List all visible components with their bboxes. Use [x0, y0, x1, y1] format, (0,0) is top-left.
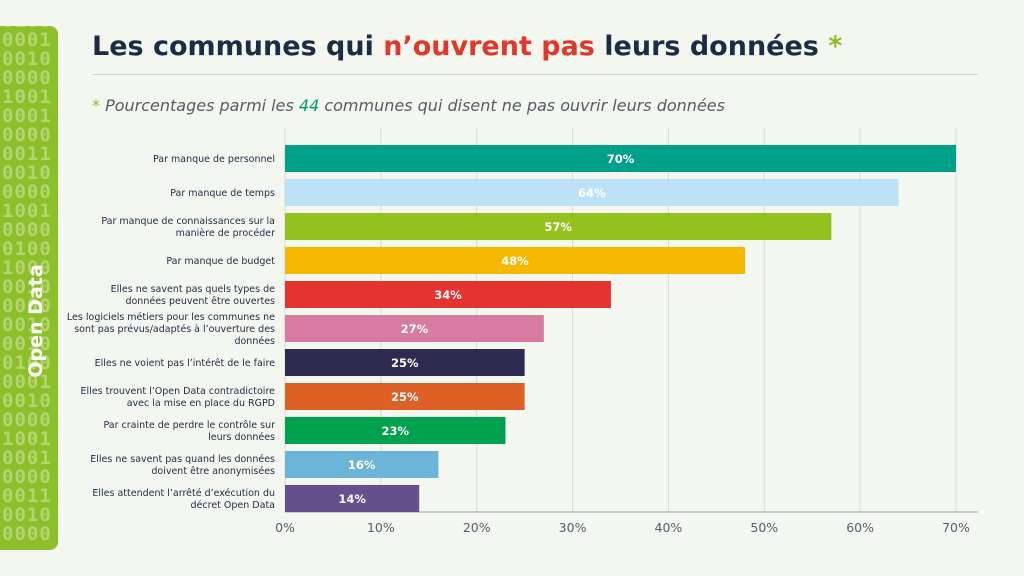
title-part2: leurs données — [594, 31, 829, 62]
x-tick-label: 30% — [559, 520, 587, 535]
data-label: 16% — [348, 458, 376, 472]
data-label: 23% — [381, 424, 409, 438]
category-label: Par manque de connaissances sur la — [101, 216, 275, 227]
bar — [285, 179, 899, 206]
category-label: doivent être anonymisées — [151, 466, 275, 477]
x-tick-label: 40% — [655, 520, 683, 535]
category-label: sont pas prévus/adaptés à l’ouverture de… — [74, 324, 275, 335]
x-tick-label: 20% — [463, 520, 491, 535]
data-label: 64% — [578, 186, 606, 200]
category-label: Elles ne voient pas l’intérêt de le fair… — [95, 358, 276, 369]
data-label: 34% — [434, 288, 462, 302]
category-label: avec la mise en place du RGPD — [127, 398, 275, 409]
data-label: 25% — [391, 356, 419, 370]
category-label: décret Open Data — [191, 500, 275, 511]
x-tick-label: 50% — [750, 520, 778, 535]
category-label: leurs données — [208, 432, 275, 443]
x-tick-label: 10% — [367, 520, 395, 535]
category-label: manière de procéder — [176, 228, 276, 239]
data-label: 48% — [501, 254, 529, 268]
category-label: Par manque de personnel — [153, 154, 275, 165]
category-label: Par manque de temps — [170, 188, 275, 199]
category-label: Par manque de budget — [166, 256, 275, 267]
data-label: 70% — [607, 152, 635, 166]
bar — [285, 247, 746, 274]
bar — [285, 281, 611, 308]
subtitle-part2: communes qui disent ne pas ouvrir leurs … — [319, 96, 725, 115]
title-asterisk: * — [828, 31, 843, 62]
subtitle-part1: Pourcentages parmi les — [100, 96, 299, 115]
data-label: 27% — [401, 322, 429, 336]
subtitle: * Pourcentages parmi les 44 communes qui… — [92, 96, 725, 115]
bar — [285, 349, 525, 376]
bar — [285, 213, 832, 240]
category-label: Elles ne savent pas quand les données — [90, 454, 275, 465]
category-label: Par crainte de perdre le contrôle sur — [103, 420, 275, 431]
bar — [285, 145, 956, 172]
subtitle-asterisk: * — [92, 96, 100, 115]
category-label: Elles trouvent l’Open Data contradictoir… — [81, 386, 276, 397]
title-divider — [92, 74, 978, 75]
x-tick-label: 70% — [942, 520, 970, 535]
title-highlight: n’ouvrent pas — [383, 31, 595, 62]
category-label: données — [234, 336, 275, 347]
title-part1: Les communes qui — [92, 31, 384, 62]
subtitle-count: 44 — [298, 96, 320, 115]
category-label: Elles attendent l’arrêté d’exécution du — [92, 488, 275, 499]
x-tick-label: 0% — [275, 520, 295, 535]
data-label: 14% — [338, 492, 366, 506]
data-label: 57% — [544, 220, 572, 234]
sidebar-banner: 0010001001000001001000001001000100000011… — [0, 26, 58, 550]
category-label: données peuvent être ouvertes — [125, 296, 275, 307]
bar — [285, 315, 544, 342]
category-label: Les logiciels métiers pour les communes … — [67, 312, 275, 323]
bar — [285, 383, 525, 410]
category-label: Elles ne savent pas quels types de — [111, 284, 276, 295]
binary-pattern-decoration: 0010001001000001001000001001000100000011… — [2, 26, 52, 545]
data-label: 25% — [391, 390, 419, 404]
bar — [285, 451, 439, 478]
bar — [285, 485, 420, 512]
x-tick-label: 60% — [846, 520, 874, 535]
page-title: Les communes qui n’ouvrent pas leurs don… — [92, 31, 842, 62]
bar — [285, 417, 506, 444]
